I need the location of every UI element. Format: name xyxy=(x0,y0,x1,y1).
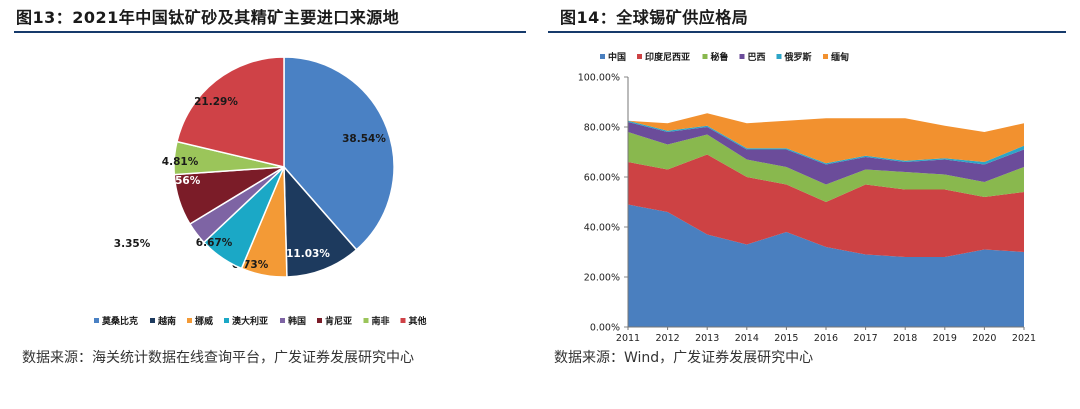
legend-swatch xyxy=(187,318,192,323)
pie-data-label: 38.54% xyxy=(342,133,386,145)
legend-swatch xyxy=(739,54,745,59)
x-tick-label: 2013 xyxy=(695,333,719,344)
y-tick-label: 80.00% xyxy=(584,123,620,134)
pie-slice-8 xyxy=(176,56,285,168)
right-title-rule xyxy=(548,31,1066,33)
y-tick-label: 100.00% xyxy=(578,73,620,84)
area-series-2 xyxy=(628,154,1024,257)
legend-swatch xyxy=(224,318,229,323)
pie-data-label: 4.81% xyxy=(162,156,199,168)
x-tick-label: 2021 xyxy=(1012,333,1036,344)
legend-label: 澳大利亚 xyxy=(232,315,268,327)
x-tick-label: 2016 xyxy=(814,333,838,344)
left-title-rule xyxy=(14,31,526,33)
legend-label: 韩国 xyxy=(288,315,306,327)
legend-swatch xyxy=(400,318,406,323)
legend-swatch xyxy=(823,54,828,59)
right-source-note: 数据来源：Wind，广发证券发展研究中心 xyxy=(554,350,814,366)
y-tick-label: 20.00% xyxy=(584,273,620,284)
legend-swatch xyxy=(280,318,285,323)
legend-label: 其他 xyxy=(409,315,427,327)
pie-data-label: 11.03% xyxy=(286,248,330,260)
legend-swatch xyxy=(94,318,99,323)
right-figure-title: 图14：全球锡矿供应格局 xyxy=(560,8,749,27)
y-tick-label: 60.00% xyxy=(584,173,620,184)
left-figure-title: 图13：2021年中国钛矿砂及其精矿主要进口来源地 xyxy=(16,8,400,27)
left-source-note: 数据来源：海关统计数据在线查询平台，广发证券发展研究中心 xyxy=(22,350,414,366)
pie-data-label: 3.35% xyxy=(114,238,151,250)
legend-label: 莫桑比克 xyxy=(101,315,138,327)
legend-swatch xyxy=(317,318,322,323)
y-tick-label: 40.00% xyxy=(584,223,620,234)
legend-label: 南非 xyxy=(372,315,390,327)
x-tick-label: 2019 xyxy=(933,333,957,344)
x-tick-label: 2017 xyxy=(854,333,878,344)
x-tick-label: 2012 xyxy=(656,333,680,344)
pie-slice-2 xyxy=(283,164,358,278)
x-tick-label: 2018 xyxy=(893,333,917,344)
legend-label: 挪威 xyxy=(195,315,213,327)
legend-label: 俄罗斯 xyxy=(784,51,812,63)
x-tick-label: 2011 xyxy=(616,333,640,344)
x-tick-label: 2014 xyxy=(735,333,759,344)
pie-data-label: 7.56% xyxy=(164,175,201,187)
pie-slice-1 xyxy=(283,56,395,251)
area-chart: 0.00% 20.00% 40.00% 60.00% 80.00% 100.00% 2011… xyxy=(578,51,1036,344)
y-tick-label: 0.00% xyxy=(590,323,620,334)
x-tick-label: 2020 xyxy=(972,333,996,344)
legend-label: 印度尼西亚 xyxy=(645,51,690,63)
legend-label: 肯尼亚 xyxy=(325,315,352,327)
area-series-4 xyxy=(628,122,1024,185)
area-series-1 xyxy=(628,204,1024,327)
x-tick-label: 2015 xyxy=(774,333,798,344)
legend-label: 巴西 xyxy=(748,52,766,63)
legend-label: 缅甸 xyxy=(831,51,849,63)
legend-label: 中国 xyxy=(608,51,626,63)
legend-swatch xyxy=(600,54,605,59)
pie-data-label: 21.29% xyxy=(194,96,238,108)
legend-label: 越南 xyxy=(157,315,176,327)
legend-swatch xyxy=(150,318,155,323)
legend-swatch xyxy=(637,54,642,59)
area-series-3 xyxy=(628,132,1024,202)
area-series-6 xyxy=(628,113,1024,164)
pie-chart: 38.54%11.03%6.73%6.67%3.35%7.56%4.81%21.… xyxy=(94,56,427,327)
legend-swatch xyxy=(702,54,708,59)
legend-swatch xyxy=(363,318,369,323)
legend-label: 秘鲁 xyxy=(711,51,729,63)
legend-swatch xyxy=(776,54,782,59)
